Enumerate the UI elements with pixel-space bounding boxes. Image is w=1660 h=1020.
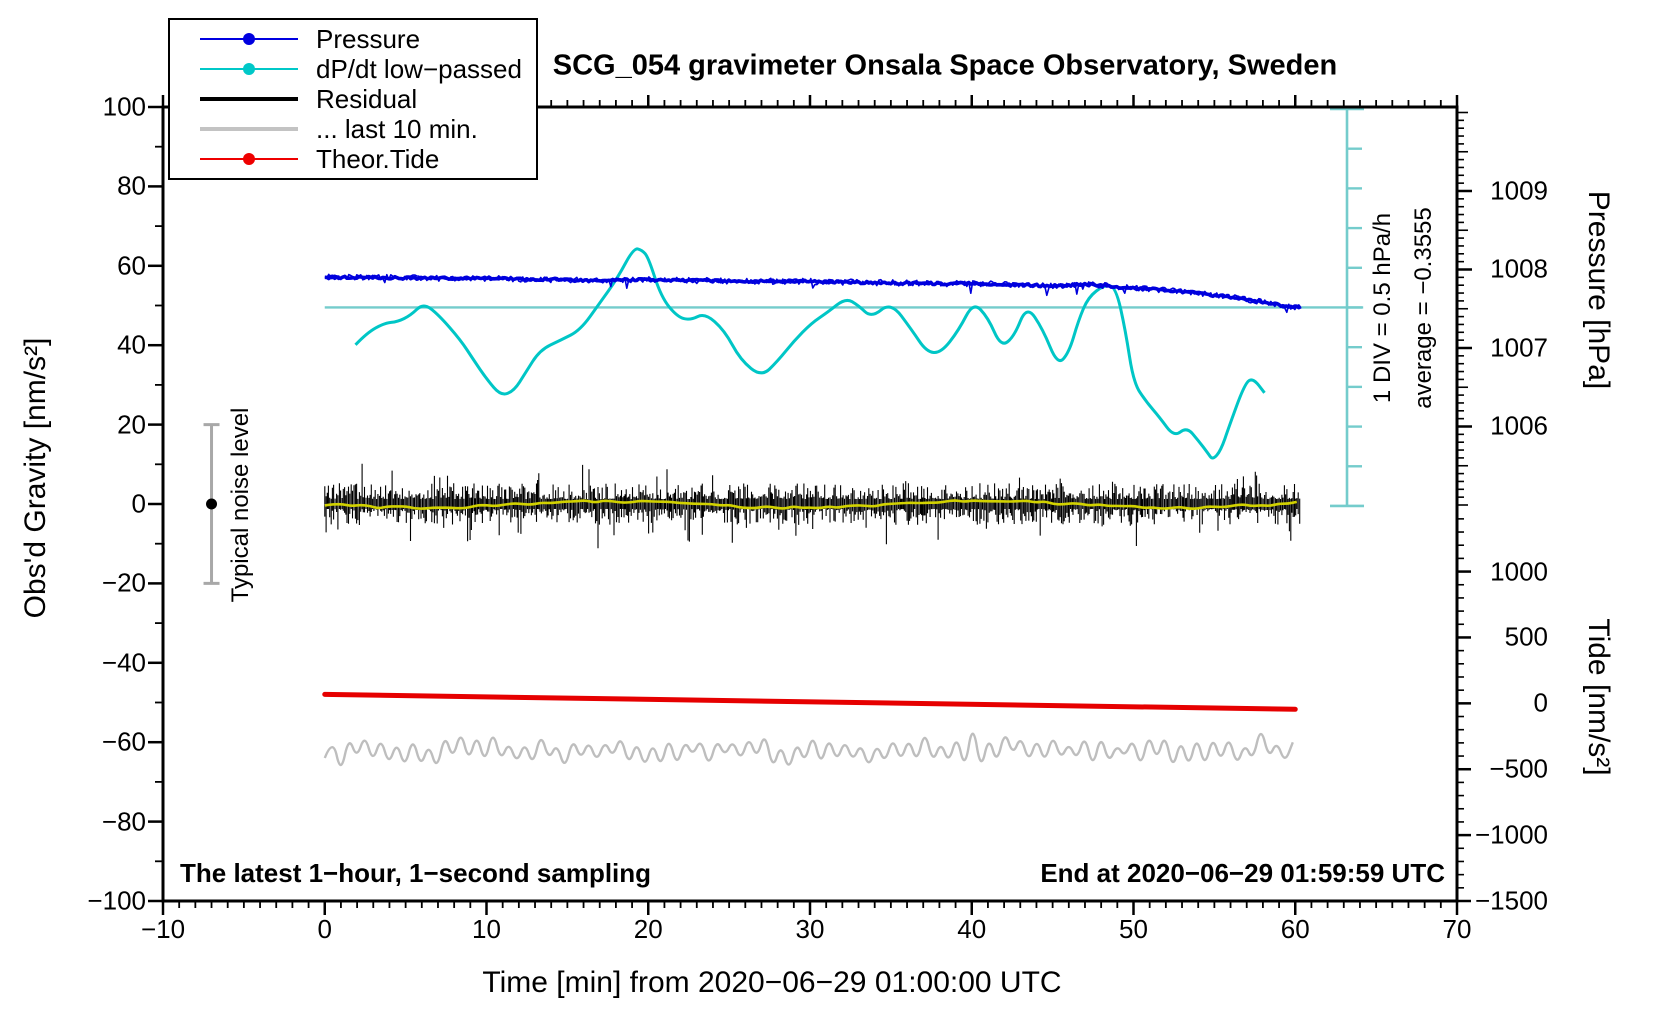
legend-label: ... last 10 min. — [316, 113, 478, 144]
legend-swatch — [200, 127, 298, 131]
legend-label: dP/dt low−passed — [316, 53, 522, 84]
residual-smoothed-series — [324, 499, 1298, 511]
annotation-div-scale: 1 DIV = 0.5 hPa/h — [1369, 212, 1396, 404]
x-axis-title: Time [min] from 2020−06−29 01:00:00 UTC — [482, 966, 1062, 999]
left-axis-title: Obs'd Gravity [nm/s²] — [19, 337, 52, 619]
annotation-average: average = −0.3555 — [1410, 207, 1437, 409]
legend-label: Residual — [316, 83, 418, 114]
residual-last10-series — [323, 732, 1294, 767]
annotation-noise-level: Typical noise level — [227, 407, 254, 603]
chart-title: SCG_054 gravimeter Onsala Space Observat… — [552, 49, 1338, 82]
legend-item: ... last 10 min. — [170, 113, 536, 144]
legend: Pressure dP/dt low−passed Residual... last… — [168, 18, 538, 180]
legend-swatch — [200, 153, 298, 165]
legend-label: Theor.Tide — [316, 143, 440, 174]
tide-axis-title: Tide [nm/s²] — [1582, 618, 1615, 776]
legend-item: Pressure — [170, 23, 536, 54]
annotation-end-time: End at 2020−06−29 01:59:59 UTC — [1040, 858, 1445, 888]
theor-tide-series — [322, 691, 1298, 712]
noise-errorbar-dot — [206, 498, 218, 510]
legend-item: Residual — [170, 83, 536, 114]
legend-dot — [243, 63, 255, 75]
legend-label: Pressure — [316, 23, 421, 54]
pressure-series-noise — [324, 273, 1302, 314]
dpdt-scale-bar — [1330, 107, 1365, 508]
dpdt-series — [354, 247, 1266, 460]
legend-swatch — [200, 33, 298, 45]
pressure-axis-title: Pressure [hPa] — [1582, 190, 1615, 390]
annotation-sampling: The latest 1−hour, 1−second sampling — [180, 858, 652, 888]
legend-item: dP/dt low−passed — [170, 53, 536, 84]
legend-dot — [243, 33, 255, 45]
legend-swatch — [200, 97, 298, 101]
legend-swatch — [200, 63, 298, 75]
legend-dot — [243, 153, 255, 165]
legend-item: Theor.Tide — [170, 143, 536, 174]
